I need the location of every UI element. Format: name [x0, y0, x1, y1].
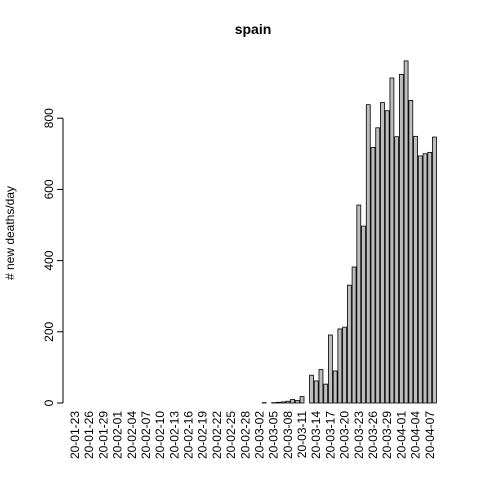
- bar: [323, 383, 329, 404]
- bar: [427, 151, 433, 404]
- x-tick-label: 20-03-20: [338, 411, 352, 459]
- chart-title: spain: [235, 21, 272, 37]
- bar: [280, 401, 286, 404]
- bar: [318, 369, 324, 404]
- bar: [432, 136, 437, 404]
- bar: [422, 153, 428, 404]
- bar: [313, 380, 319, 404]
- x-tick-label: 20-02-19: [196, 411, 210, 459]
- y-tick-label: 200: [42, 321, 56, 341]
- x-tick-label: 20-03-02: [252, 411, 266, 459]
- bar: [285, 400, 291, 404]
- bar: [299, 396, 305, 404]
- bar: [370, 146, 376, 404]
- x-tick-label: 20-01-23: [68, 411, 82, 459]
- bar: [290, 399, 295, 404]
- bar: [398, 74, 404, 404]
- x-tick-label: 20-02-25: [224, 411, 238, 459]
- x-tick-label: 20-03-29: [380, 411, 394, 459]
- bar: [328, 334, 333, 404]
- x-tick-label: 20-04-01: [394, 411, 408, 459]
- bar: [351, 266, 357, 404]
- bar: [332, 370, 338, 404]
- bar: [389, 77, 395, 404]
- bar: [403, 60, 409, 404]
- bar: [361, 225, 366, 404]
- y-tick-label: 600: [42, 179, 56, 199]
- bar: [394, 136, 400, 404]
- bar: [346, 284, 352, 404]
- bar: [380, 102, 385, 404]
- x-tick-label: 20-02-04: [125, 411, 139, 459]
- x-tick-label: 20-02-01: [111, 411, 125, 459]
- bar: [413, 135, 418, 404]
- x-tick-label: 20-04-07: [423, 411, 437, 459]
- bar: [309, 374, 314, 404]
- bar: [342, 326, 347, 404]
- x-tick-label: 20-03-23: [352, 411, 366, 459]
- bar: [365, 104, 371, 404]
- x-tick-label: 20-03-05: [267, 411, 281, 459]
- bar: [276, 401, 281, 404]
- y-tick-label: 0: [42, 399, 56, 406]
- bar: [384, 110, 390, 404]
- x-tick-label: 20-03-26: [366, 411, 380, 459]
- x-tick-label: 20-03-08: [281, 411, 295, 459]
- x-tick-label: 20-02-22: [210, 411, 224, 459]
- y-axis-label: # new deaths/day: [3, 186, 17, 280]
- bar: [417, 155, 423, 404]
- y-tick-label: 400: [42, 250, 56, 270]
- bar: [408, 100, 414, 404]
- x-tick-label: 20-01-29: [96, 411, 110, 459]
- x-tick-label: 20-03-14: [309, 411, 323, 459]
- bar: [375, 127, 381, 404]
- x-tick-label: 20-04-04: [409, 411, 423, 459]
- bar: [294, 400, 300, 404]
- x-tick-label: 20-02-16: [182, 411, 196, 459]
- x-tick-label: 20-02-13: [167, 411, 181, 459]
- bar: [356, 204, 362, 404]
- y-tick-label: 800: [42, 108, 56, 128]
- x-tick-label: 20-02-10: [153, 411, 167, 459]
- x-tick-label: 20-02-28: [238, 411, 252, 459]
- x-tick-label: 20-03-17: [323, 411, 337, 459]
- x-tick-label: 20-03-11: [295, 411, 309, 458]
- x-tick-label: 20-01-26: [82, 411, 96, 459]
- bar: [337, 328, 343, 404]
- x-tick-label: 20-02-07: [139, 411, 153, 459]
